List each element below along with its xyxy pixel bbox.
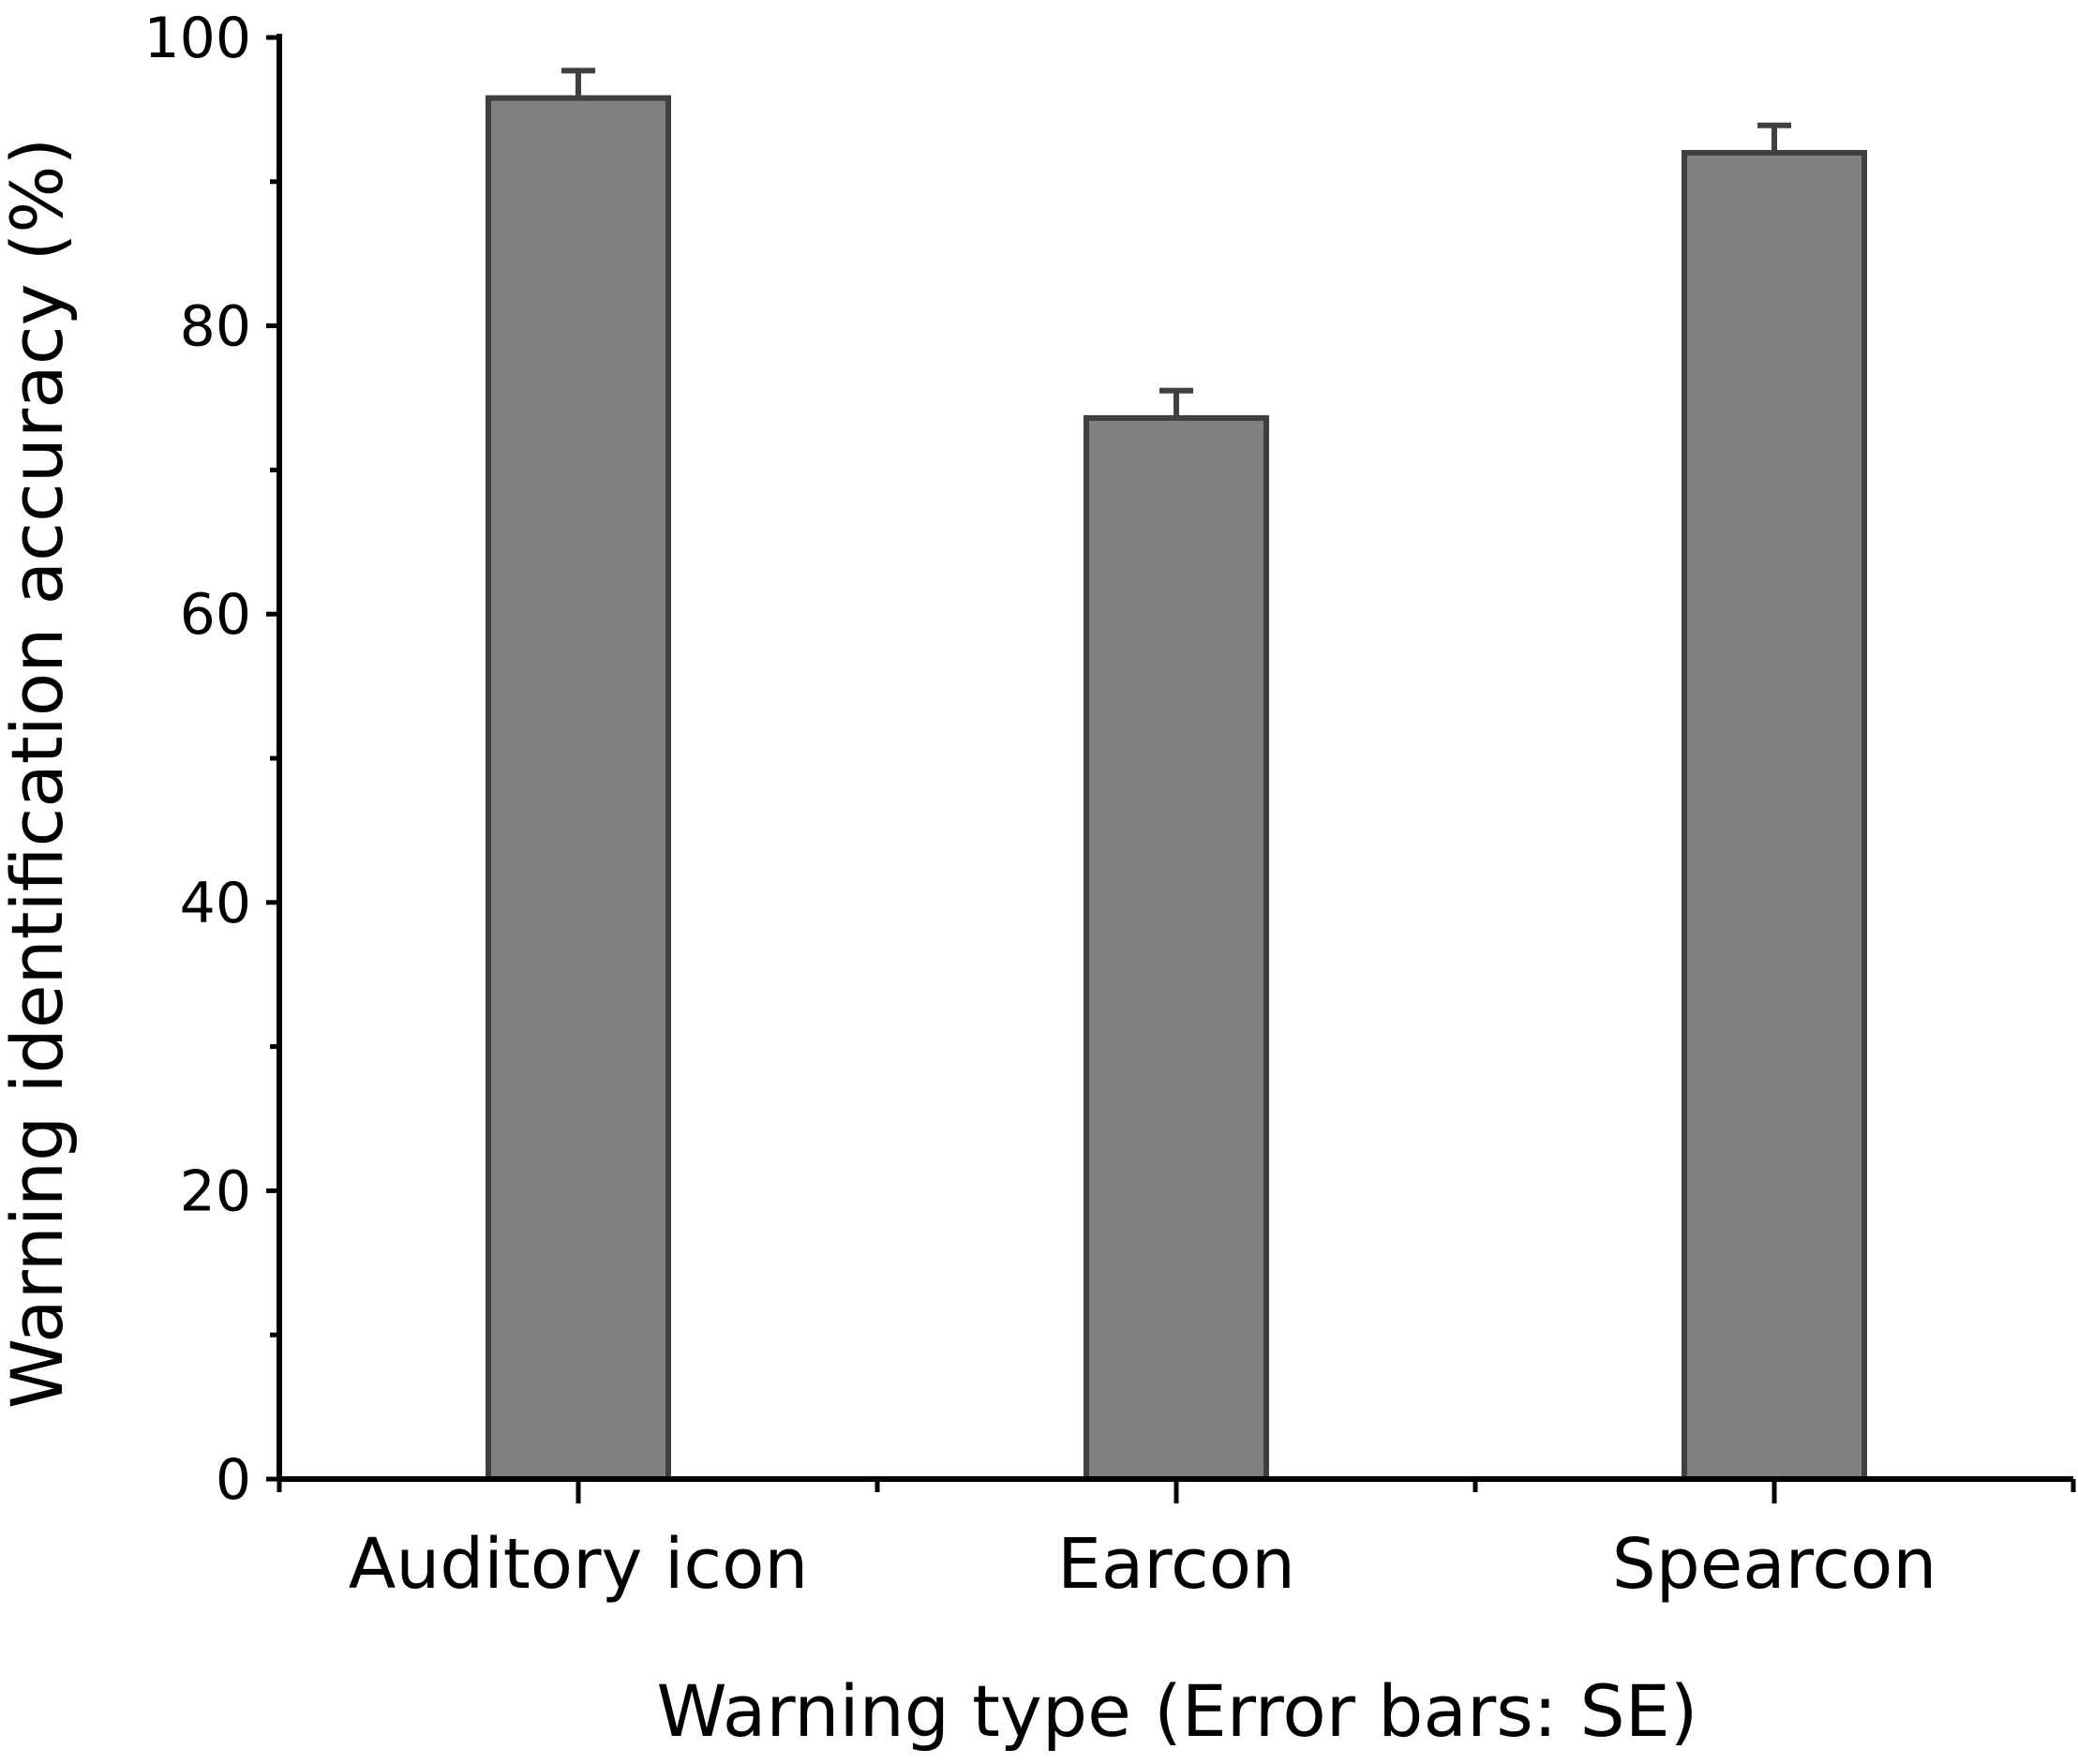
- y-tick-label: 20: [180, 1159, 251, 1224]
- labels-layer: 0 20 40 60 80 100 Auditory icon Earcon Spearcon: [143, 6, 1936, 1605]
- x-tick-label: Auditory icon: [349, 1524, 809, 1605]
- x-axis-title: Warning type (Error bars: SE): [657, 1669, 1698, 1753]
- ticks-layer: [266, 35, 2076, 1503]
- error-bars-layer: [561, 67, 1791, 418]
- x-tick-label: Earcon: [1057, 1524, 1295, 1605]
- bar-earcon: [1084, 415, 1269, 1482]
- bars-layer: [486, 95, 1867, 1483]
- bar-auditory-icon: [486, 95, 671, 1483]
- y-tick-label: 0: [216, 1447, 251, 1513]
- y-tick-label: 100: [143, 6, 251, 71]
- bar-spearcon: [1682, 150, 1867, 1482]
- y-tick-label: 60: [180, 582, 251, 648]
- x-tick-label: Spearcon: [1612, 1524, 1936, 1605]
- y-tick-label: 80: [180, 294, 251, 360]
- y-axis-title: Warning identification accuracy (%): [0, 138, 79, 1409]
- y-tick-label: 40: [180, 871, 251, 936]
